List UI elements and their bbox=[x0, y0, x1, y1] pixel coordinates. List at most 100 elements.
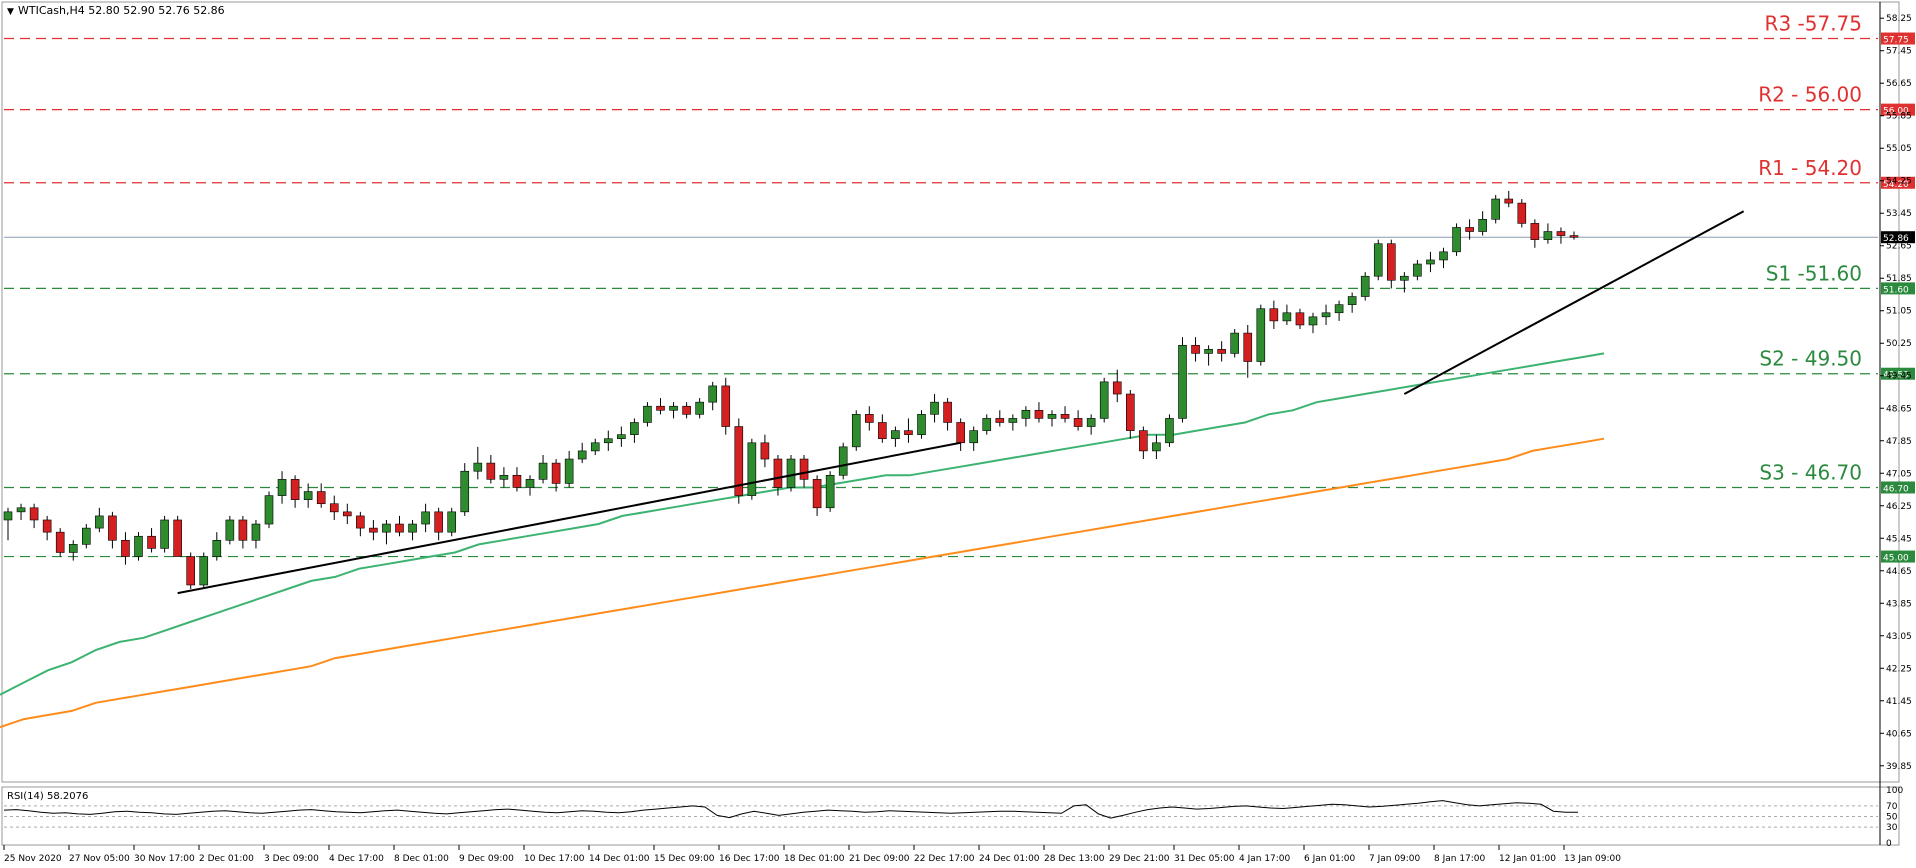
time-tick-label: 4 Jan 17:00 bbox=[1239, 854, 1291, 864]
level-tag-R2: 56.00 bbox=[1883, 107, 1909, 117]
chart-header-arrow[interactable]: ▼ bbox=[7, 7, 14, 17]
candle-body bbox=[695, 401, 704, 415]
candle-body bbox=[1569, 235, 1579, 238]
candle-body bbox=[16, 507, 26, 513]
candle-body bbox=[108, 515, 117, 541]
price-tick-label: 52.65 bbox=[1886, 242, 1912, 252]
candle-body bbox=[434, 511, 443, 533]
candle-body bbox=[1334, 304, 1344, 314]
level-label-R3: R3 -57.75 bbox=[1765, 12, 1862, 36]
candle-body bbox=[42, 519, 52, 533]
price-tick-label: 55.85 bbox=[1886, 112, 1912, 122]
candle-body bbox=[329, 503, 339, 513]
candle-body bbox=[147, 535, 156, 549]
candle-body bbox=[369, 527, 378, 533]
time-tick-label: 8 Dec 01:00 bbox=[394, 854, 449, 864]
ma-200-line bbox=[0, 437, 1605, 729]
price-tick-label: 51.05 bbox=[1886, 307, 1912, 317]
price-tick-label: 39.85 bbox=[1886, 762, 1912, 772]
candle-body bbox=[1413, 263, 1422, 277]
candle-body bbox=[956, 422, 965, 444]
level-tag-S2: 49.50 bbox=[1883, 371, 1909, 381]
price-tick-label: 43.85 bbox=[1886, 599, 1912, 609]
candle-body bbox=[134, 535, 143, 557]
price-tick-label: 57.45 bbox=[1886, 47, 1912, 57]
candlesticks bbox=[3, 190, 1579, 590]
price-tick-label: 42.25 bbox=[1886, 664, 1912, 674]
candle-body bbox=[1400, 275, 1409, 281]
candle-body bbox=[1504, 198, 1514, 204]
candle-body bbox=[1360, 275, 1370, 297]
candle-body bbox=[316, 491, 326, 505]
time-tick-label: 3 Dec 09:00 bbox=[264, 854, 319, 864]
candle-body bbox=[95, 515, 104, 529]
candle-body bbox=[303, 491, 313, 500]
candle-body bbox=[825, 474, 835, 509]
candle-body bbox=[864, 414, 874, 423]
time-tick-label: 13 Jan 09:00 bbox=[1564, 854, 1621, 864]
candle-body bbox=[812, 479, 822, 509]
support-resistance-levels: R3 -57.75 57.75 R2 - 56.00 56.00 R1 - 54.20 5… bbox=[4, 12, 1915, 564]
level-tag-bg-R3 bbox=[1881, 32, 1915, 45]
moving-averages bbox=[0, 352, 1605, 729]
candle-body bbox=[225, 519, 235, 541]
candle-body bbox=[1387, 243, 1396, 281]
price-tick-label: 41.45 bbox=[1886, 697, 1912, 707]
candle-body bbox=[277, 479, 287, 496]
candle-body bbox=[1086, 418, 1096, 427]
candle-body bbox=[212, 539, 222, 557]
candle-body bbox=[786, 458, 796, 488]
candle-body bbox=[982, 418, 992, 431]
price-axis-ticks: 58.25 57.45 56.65 55.85 55.05 54.25 53.45 52.65… bbox=[1880, 14, 1912, 772]
time-tick-label: 30 Nov 17:00 bbox=[134, 854, 195, 864]
candle-body bbox=[1152, 442, 1161, 452]
candle-body bbox=[708, 385, 718, 403]
candle-body bbox=[917, 414, 926, 435]
level-label-S2: S2 - 49.50 bbox=[1759, 347, 1862, 371]
candle-body bbox=[590, 442, 600, 452]
trendline-2 bbox=[1403, 210, 1745, 395]
candle-body bbox=[1178, 344, 1187, 419]
candle-body bbox=[1347, 296, 1357, 305]
level-tag-R1: 54.20 bbox=[1883, 180, 1909, 190]
chart-header: WTICash,H4 52.80 52.90 52.76 52.86 bbox=[18, 4, 225, 17]
candle-body bbox=[838, 446, 848, 476]
candle-body bbox=[969, 430, 979, 444]
price-tick-label: 40.65 bbox=[1886, 729, 1912, 739]
candle-body bbox=[1165, 418, 1174, 444]
trendline-1 bbox=[177, 441, 961, 595]
price-tick-label: 49.45 bbox=[1886, 372, 1912, 382]
candle-body bbox=[1295, 312, 1305, 326]
level-label-R2: R2 - 56.00 bbox=[1758, 83, 1862, 107]
candle-body bbox=[356, 515, 365, 529]
candle-body bbox=[264, 495, 274, 525]
time-axis-ticks: 25 Nov 2020 27 Nov 05:00 30 Nov 17:00 2 Dec… bbox=[3, 845, 1621, 864]
candle-body bbox=[1530, 223, 1540, 240]
candle-body bbox=[447, 511, 457, 533]
candle-body bbox=[408, 523, 417, 533]
rsi-tick-label: 50 bbox=[1886, 813, 1898, 823]
candle-body bbox=[878, 422, 887, 440]
time-tick-label: 4 Dec 17:00 bbox=[329, 854, 384, 864]
rsi-label: RSI(14) 58.2076 bbox=[7, 791, 88, 802]
candle-body bbox=[943, 401, 952, 423]
price-tick-label: 55.05 bbox=[1886, 144, 1912, 154]
candle-body bbox=[1426, 259, 1435, 265]
candle-body bbox=[760, 442, 770, 460]
candle-body bbox=[1465, 227, 1474, 232]
time-tick-label: 14 Dec 01:00 bbox=[589, 854, 650, 864]
candle-body bbox=[1204, 349, 1213, 354]
candle-body bbox=[1452, 227, 1461, 253]
price-tick-label: 44.65 bbox=[1886, 567, 1912, 577]
candle-body bbox=[1243, 332, 1253, 362]
level-tag-S1: 51.60 bbox=[1883, 285, 1909, 295]
candle-body bbox=[682, 405, 691, 415]
time-tick-label: 15 Dec 09:00 bbox=[654, 854, 715, 864]
candle-body bbox=[68, 544, 78, 553]
price-tick-label: 50.25 bbox=[1886, 339, 1912, 349]
candle-body bbox=[904, 430, 913, 435]
candle-body bbox=[499, 474, 509, 480]
time-tick-label: 31 Dec 05:00 bbox=[1174, 854, 1235, 864]
